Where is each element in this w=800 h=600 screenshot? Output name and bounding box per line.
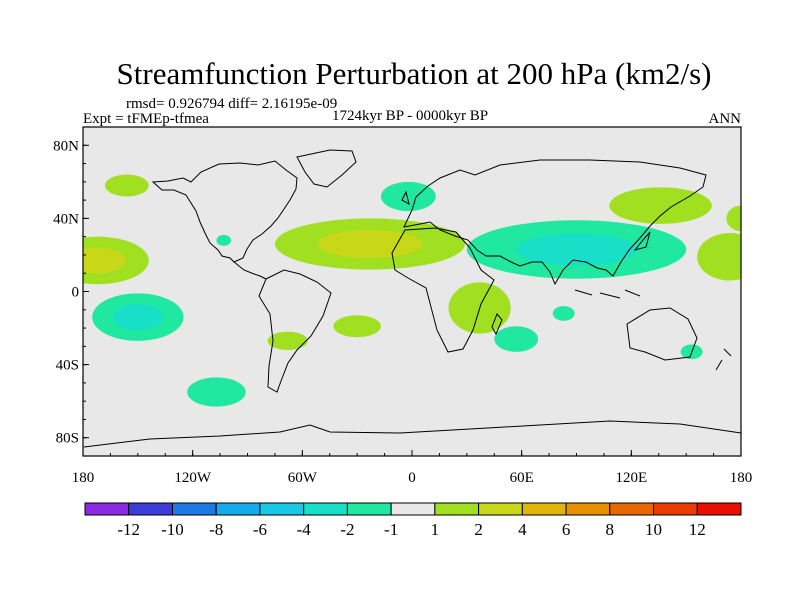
chart-title: Streamfunction Perturbation at 200 hPa (… — [117, 56, 712, 91]
colorbar-label: -10 — [161, 520, 184, 539]
colorbar-swatch — [128, 502, 173, 516]
colorbar-label: 4 — [518, 520, 527, 539]
map-ocean-background — [83, 127, 741, 456]
anomaly-region-8 — [380, 181, 436, 212]
colorbar-swatch — [215, 502, 261, 516]
anomaly-region-5 — [267, 331, 308, 350]
colorbar-swatch — [653, 502, 698, 516]
y-axis: 80N 40N 0 40S 80S — [53, 138, 89, 447]
anomaly-region-15 — [697, 233, 741, 281]
x-tick-label: 0 — [408, 470, 416, 486]
y-tick-label: 40S — [56, 358, 79, 374]
colorbar-swatch — [390, 502, 436, 516]
colorbar-label: -6 — [253, 520, 267, 539]
coastline-madagascar — [491, 313, 503, 336]
colorbar-label: 12 — [689, 520, 706, 539]
colorbar-swatch — [565, 502, 611, 516]
anomaly-region-13-core — [516, 233, 637, 266]
y-tick-label: 80N — [53, 138, 79, 154]
coastline-antarctica — [83, 420, 742, 448]
colorbar-swatch — [346, 502, 392, 516]
coastline-south-america — [258, 269, 332, 393]
x-axis: 180 120W 60W 0 60E 120E 180 — [72, 450, 753, 486]
anomaly-region-6 — [187, 377, 246, 407]
colorbar-label: 8 — [606, 520, 615, 539]
colorbar-swatch — [609, 502, 655, 516]
y-tick-label: 0 — [72, 285, 80, 301]
colorbar-label: -1 — [384, 520, 398, 539]
coastline-new-zealand — [715, 348, 732, 371]
colorbar: -12 -10 -8 -6 -4 -2 -1 1 2 4 6 8 10 12 — [84, 502, 742, 539]
colorbar-label: 10 — [645, 520, 662, 539]
colorbar-swatch — [478, 502, 523, 516]
anomaly-region-14 — [609, 187, 712, 224]
anomaly-region-11 — [494, 326, 539, 352]
x-tick-label: 60E — [510, 470, 534, 486]
x-tick-label: 180 — [72, 470, 95, 486]
colorbar-swatch — [84, 502, 130, 516]
anomaly-region-12 — [552, 306, 575, 321]
colorbar-label: 2 — [474, 520, 483, 539]
x-tick-label: 60W — [288, 470, 318, 486]
coastline-indonesia — [574, 289, 641, 299]
colorbar-label: -8 — [209, 520, 223, 539]
colorbar-swatch — [303, 502, 348, 516]
coastline-central-america — [233, 261, 267, 280]
anomaly-region-7-core — [317, 229, 423, 259]
colorbar-swatch — [696, 502, 742, 516]
colorbar-label: -12 — [117, 520, 140, 539]
x-tick-label: 120E — [615, 470, 647, 486]
coastlines — [83, 149, 742, 448]
colorbar-label: -2 — [340, 520, 354, 539]
anomaly-region-2 — [104, 174, 149, 197]
anomaly-region-16 — [726, 205, 741, 232]
colorbar-label: 1 — [431, 520, 440, 539]
experiment-label: Expt = tFMEp-tfmea — [83, 111, 209, 127]
anomaly-region-1-core — [83, 247, 126, 274]
season-label: ANN — [709, 111, 742, 127]
coastline-north-america — [151, 160, 298, 263]
stats-line: rmsd= 0.926794 diff= 2.16195e-09 — [126, 96, 337, 112]
coastline-australia — [626, 307, 698, 361]
anomaly-region-9 — [333, 315, 381, 338]
anomaly-region-3-core — [112, 304, 163, 331]
period-label: 1724kyr BP - 0000kyr BP — [332, 108, 488, 124]
anomaly-region-4 — [216, 234, 232, 246]
coastline-britain — [401, 190, 410, 206]
coastline-japan — [633, 231, 651, 251]
y-tick-label: 80S — [56, 431, 79, 447]
x-tick-label: 180 — [730, 470, 753, 486]
coastline-greenland — [296, 149, 357, 188]
colorbar-label: 6 — [562, 520, 571, 539]
coastline-eurasia — [403, 159, 707, 286]
x-tick-label: 120W — [174, 470, 212, 486]
colorbar-label: -4 — [297, 520, 312, 539]
y-tick-label: 40N — [53, 211, 79, 227]
colorbar-swatch — [434, 502, 480, 516]
coastline-africa — [391, 227, 495, 353]
colorbar-swatch — [259, 502, 305, 516]
colorbar-swatch — [171, 502, 217, 516]
colorbar-swatch — [521, 502, 567, 516]
anomaly-contours — [83, 174, 741, 407]
